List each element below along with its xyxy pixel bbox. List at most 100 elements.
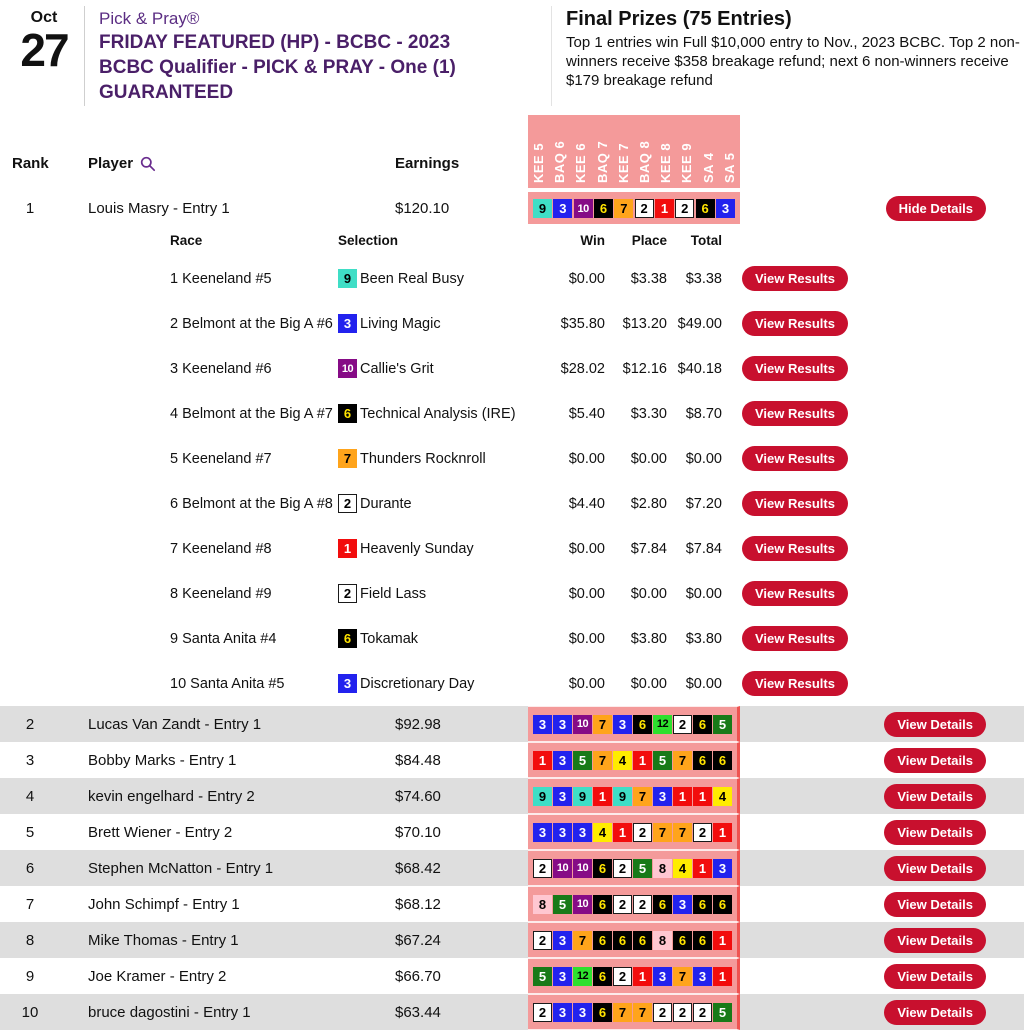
player-name: Stephen McNatton - Entry 1 xyxy=(88,859,274,877)
horse-number-chip: 3 xyxy=(553,786,572,806)
event-date-month: Oct xyxy=(30,9,58,26)
horse-number-chip: 3 xyxy=(553,930,572,950)
horse-number-chip: 7 xyxy=(338,449,357,468)
button-cell: View Results xyxy=(742,401,848,426)
view-details-button[interactable]: View Details xyxy=(884,747,986,773)
win-value: $4.40 xyxy=(568,495,605,512)
win-value: $0.00 xyxy=(568,630,605,647)
earnings-column-header: Earnings xyxy=(395,155,460,172)
horse-number-chip: 7 xyxy=(613,1002,632,1022)
horse-number-chip: 4 xyxy=(713,786,732,806)
track-race-header: KEE 7 xyxy=(615,142,631,183)
button-cell: View Details xyxy=(740,927,1024,953)
prizes-title: Final Prizes (75 Entries) xyxy=(566,8,792,30)
race-label: 2 Belmont at the Big A #6 xyxy=(170,315,333,332)
horse-number-chip: 3 xyxy=(553,822,572,842)
leaderboard-row: 2 Lucas Van Zandt - Entry 1 $92.98 3 3 10 7… xyxy=(0,706,1024,742)
view-results-button[interactable]: View Results xyxy=(742,266,848,291)
horse-number-chip: 2 xyxy=(533,1002,552,1022)
horse-number-chip: 3 xyxy=(573,822,592,842)
win-value: $0.00 xyxy=(568,675,605,692)
view-results-button[interactable]: View Results xyxy=(742,311,848,336)
win-value: $0.00 xyxy=(568,585,605,602)
event-title-line-1: FRIDAY FEATURED (HP) - BCBC - 2023 xyxy=(99,32,451,53)
hide-details-button[interactable]: Hide Details xyxy=(885,196,986,221)
place-value: $7.84 xyxy=(630,540,667,557)
view-results-button[interactable]: View Results xyxy=(742,671,848,696)
horse-number-chip: 1 xyxy=(338,539,357,558)
track-race-header: SA 5 xyxy=(721,152,737,183)
horse-number-chip: 1 xyxy=(693,786,712,806)
horse-number-chip: 5 xyxy=(533,966,552,986)
horse-number-chip: 6 xyxy=(693,750,712,770)
view-results-button[interactable]: View Results xyxy=(742,581,848,606)
earnings-value: $84.48 xyxy=(395,751,441,769)
race-label: 8 Keeneland #9 xyxy=(170,585,272,602)
search-icon[interactable] xyxy=(140,156,156,172)
view-details-button[interactable]: View Details xyxy=(884,783,986,809)
horse-number-chip: 7 xyxy=(673,750,692,770)
button-cell: View Details xyxy=(740,711,1024,737)
view-results-button[interactable]: View Results xyxy=(742,401,848,426)
button-cell: View Details xyxy=(740,819,1024,845)
horse-number-chip: 6 xyxy=(593,858,612,878)
horse-name: Tokamak xyxy=(360,630,419,647)
horse-number-chip: 10 xyxy=(573,199,593,218)
horse-number-chip: 5 xyxy=(573,750,592,770)
horse-number-chip: 7 xyxy=(633,786,652,806)
button-cell: View Details xyxy=(740,747,1024,773)
view-results-button[interactable]: View Results xyxy=(742,446,848,471)
total-value: $0.00 xyxy=(685,450,722,467)
prizes-panel: Final Prizes (75 Entries) Top 1 entries … xyxy=(551,6,1024,106)
horse-number-chip: 6 xyxy=(613,930,632,950)
horse-name: Technical Analysis (IRE) xyxy=(360,405,516,422)
view-results-button[interactable]: View Results xyxy=(742,491,848,516)
horse-number-chip: 6 xyxy=(693,930,712,950)
view-details-button[interactable]: View Details xyxy=(884,963,986,989)
view-details-button[interactable]: View Details xyxy=(884,855,986,881)
horse-number-chip: 2 xyxy=(634,199,654,218)
earnings-value: $68.42 xyxy=(395,859,441,877)
horse-number-chip: 7 xyxy=(673,966,692,986)
view-details-button[interactable]: View Details xyxy=(884,999,986,1025)
track-race-header: KEE 6 xyxy=(573,142,589,183)
selection-cell: 7 Thunders Rocknroll xyxy=(338,449,533,468)
view-details-button[interactable]: View Details xyxy=(884,711,986,737)
picks-strip: 9 3 10 6 7 2 1 2 6 3 xyxy=(528,192,740,225)
horse-number-chip: 5 xyxy=(713,714,732,734)
horse-number-chip: 1 xyxy=(713,966,732,986)
selection-cell: 3 Discretionary Day xyxy=(338,674,533,693)
place-column-header: Place xyxy=(631,232,667,248)
view-details-button[interactable]: View Details xyxy=(884,927,986,953)
horse-number-chip: 6 xyxy=(633,930,652,950)
horse-number-chip: 6 xyxy=(338,404,357,423)
track-header-band: KEE 5 BAQ 6 KEE 6 BAQ 7 KEE 7 BAQ 8 KEE 8 KEE 9… xyxy=(528,115,740,188)
player-name: Louis Masry - Entry 1 xyxy=(88,200,230,217)
horse-number-chip: 1 xyxy=(613,822,632,842)
horse-number-chip: 3 xyxy=(338,314,357,333)
total-value: $0.00 xyxy=(685,675,722,692)
view-details-button[interactable]: View Details xyxy=(884,819,986,845)
track-race-header: BAQ 7 xyxy=(594,140,610,183)
total-value: $7.20 xyxy=(685,495,722,512)
player-name: Bobby Marks - Entry 1 xyxy=(88,751,237,769)
details-row: 6 Belmont at the Big A #8 2 Durante $4.40… xyxy=(0,481,1024,526)
player-column-label: Player xyxy=(88,155,134,172)
track-race-header: BAQ 8 xyxy=(637,140,653,183)
rank-cell: 6 xyxy=(25,859,35,877)
button-cell: View Results xyxy=(742,626,848,651)
leaderboard-rows: 2 Lucas Van Zandt - Entry 1 $92.98 3 3 10 7… xyxy=(0,706,1024,1030)
view-results-button[interactable]: View Results xyxy=(742,356,848,381)
horse-number-chip: 7 xyxy=(593,750,612,770)
horse-number-chip: 6 xyxy=(593,1002,612,1022)
horse-number-chip: 7 xyxy=(633,1002,652,1022)
view-details-button[interactable]: View Details xyxy=(884,891,986,917)
view-results-button[interactable]: View Results xyxy=(742,626,848,651)
race-label: 1 Keeneland #5 xyxy=(170,270,272,287)
horse-name: Thunders Rocknroll xyxy=(360,450,486,467)
horse-number-chip: 4 xyxy=(613,750,632,770)
view-results-button[interactable]: View Results xyxy=(742,536,848,561)
